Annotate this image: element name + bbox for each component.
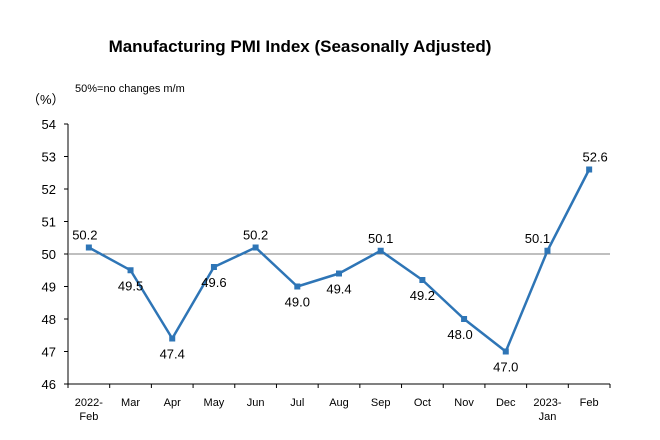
data-point-marker xyxy=(210,264,217,270)
data-label: 50.1 xyxy=(368,231,393,246)
x-tick-label: 2022- Feb xyxy=(75,397,103,423)
x-tick-label-line: 2022- xyxy=(75,397,103,409)
y-tick-labels: 46 47 48 49 50 51 52 53 54 xyxy=(42,117,56,392)
data-point-marker xyxy=(586,166,593,173)
y-tick-label: 51 xyxy=(42,215,56,230)
data-label: 49.5 xyxy=(118,278,143,293)
x-tick-label: Feb xyxy=(580,397,599,409)
x-tick-label: Jun xyxy=(247,397,265,409)
series-line-group xyxy=(88,168,591,353)
data-label: 48.0 xyxy=(447,327,472,342)
data-labels-group: 50.2 49.5 47.4 49.6 50.2 49.0 49.4 50.1 49.2 48.0… xyxy=(72,150,608,375)
chart-title: Manufacturing PMI Index (Seasonally Adju… xyxy=(109,37,492,56)
y-tick-label: 53 xyxy=(42,150,56,165)
data-point-marker xyxy=(85,244,92,251)
x-tick-label-line: Nov xyxy=(454,397,474,409)
data-point-marker xyxy=(419,277,426,283)
data-label: 49.0 xyxy=(285,295,310,310)
y-tick-label: 52 xyxy=(42,182,56,197)
x-tick-label-line: May xyxy=(204,397,225,409)
x-tick-label-line: Feb xyxy=(580,397,599,409)
x-tick-label: 2023- Jan xyxy=(533,397,561,423)
chart-annotation: 50%=no changes m/m xyxy=(75,83,185,95)
data-point-marker xyxy=(294,283,301,290)
x-tick-label-line: 2023- xyxy=(533,397,561,409)
data-label: 52.6 xyxy=(582,150,607,165)
y-tick-label: 47 xyxy=(42,345,56,360)
data-label: 49.4 xyxy=(326,282,351,297)
data-label: 50.2 xyxy=(72,228,97,243)
data-point-marker xyxy=(502,348,509,355)
y-tick-label: 54 xyxy=(42,117,56,132)
x-tick-label: Apr xyxy=(164,397,181,409)
axes xyxy=(64,123,611,388)
markers-group xyxy=(85,166,593,355)
x-tick-label-line: Jul xyxy=(290,397,304,409)
x-tick-label-line: Jun xyxy=(247,397,265,409)
series-line xyxy=(88,168,591,353)
x-tick-label-line: Sep xyxy=(371,397,391,409)
y-tick-label: 46 xyxy=(42,377,56,392)
x-tick-label: Nov xyxy=(454,397,474,409)
x-tick-label: Dec xyxy=(496,397,516,409)
data-label: 47.4 xyxy=(160,347,185,362)
data-point-marker xyxy=(127,267,134,274)
x-tick-label: Jul xyxy=(290,397,304,409)
data-point-marker xyxy=(252,244,259,251)
data-label: 50.1 xyxy=(525,231,550,246)
x-tick-label: May xyxy=(204,397,225,409)
data-point-marker xyxy=(377,247,384,254)
x-tick-label: Sep xyxy=(371,397,391,409)
y-unit-label: （%） xyxy=(27,92,65,107)
data-point-marker xyxy=(336,270,342,277)
x-tick-label: Oct xyxy=(414,397,431,409)
x-tick-label-line: Oct xyxy=(414,397,431,409)
x-tick-label-line: Aug xyxy=(329,397,349,409)
y-tick-label: 50 xyxy=(42,247,56,262)
y-tick-label: 49 xyxy=(42,280,56,295)
y-tick-label: 48 xyxy=(42,312,56,327)
data-label: 49.6 xyxy=(201,275,226,290)
data-label: 47.0 xyxy=(493,360,518,375)
x-tick-labels: 2022- Feb Mar Apr May Jun Jul Aug Sep Oct Nov Dec 20… xyxy=(75,397,599,423)
data-point-marker xyxy=(169,335,176,342)
data-label: 50.2 xyxy=(243,228,268,243)
data-point-marker xyxy=(544,247,551,254)
data-label: 49.2 xyxy=(410,288,435,303)
x-tick-label: Aug xyxy=(329,397,349,409)
x-tick-label-line: Mar xyxy=(121,397,140,409)
x-tick-label-line: Feb xyxy=(79,411,98,423)
x-tick-label: Mar xyxy=(121,397,140,409)
x-tick-label-line: Apr xyxy=(164,397,181,409)
x-tick-label-line: Jan xyxy=(539,411,557,423)
data-point-marker xyxy=(461,316,468,322)
x-tick-label-line: Dec xyxy=(496,397,516,409)
